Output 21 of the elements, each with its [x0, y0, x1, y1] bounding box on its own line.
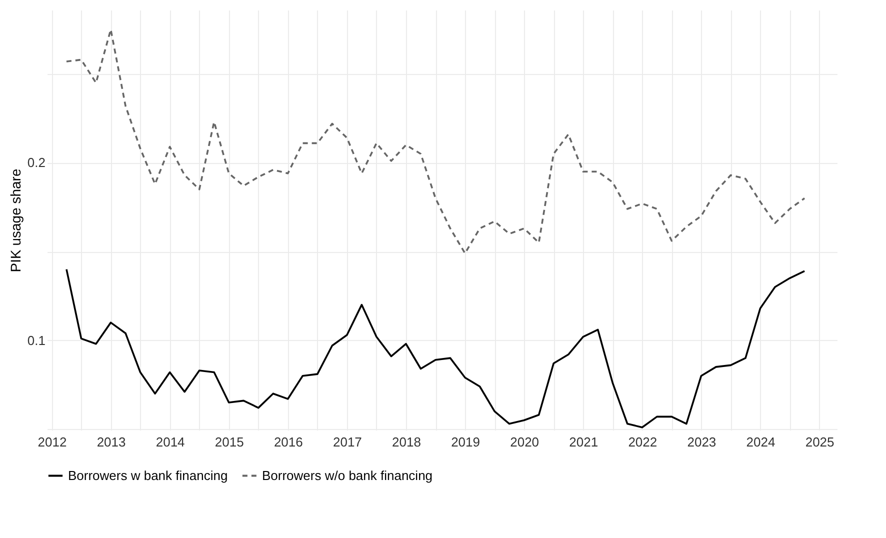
line-series	[66, 268, 806, 428]
x-tick-label: 2025	[805, 434, 834, 450]
y-tick-label: 0.2	[27, 155, 46, 170]
x-tick-label: 2018	[392, 434, 421, 450]
x-tick-label: 2014	[156, 434, 185, 450]
x-tick-label: 2022	[628, 434, 658, 450]
legend-label: Borrowers w/o bank financing	[262, 468, 433, 483]
x-tick-label: 2023	[687, 434, 716, 450]
y-axis-title: PIK usage share	[7, 168, 24, 272]
x-tick-label: 2013	[96, 434, 126, 450]
x-tick-label: 2020	[510, 434, 540, 450]
x-tick-label: 2017	[332, 434, 362, 450]
legend-label: Borrowers w bank financing	[68, 468, 228, 483]
x-tick-label: 2012	[38, 434, 67, 450]
y-tick-label: 0.1	[27, 332, 46, 348]
line-series	[66, 28, 806, 254]
x-tick-label: 2016	[274, 434, 303, 450]
x-tick-label: 2019	[451, 434, 480, 450]
x-tick-label: 2024	[746, 434, 776, 450]
x-tick-label: 2015	[214, 434, 244, 450]
x-tick-label: 2021	[569, 434, 598, 450]
